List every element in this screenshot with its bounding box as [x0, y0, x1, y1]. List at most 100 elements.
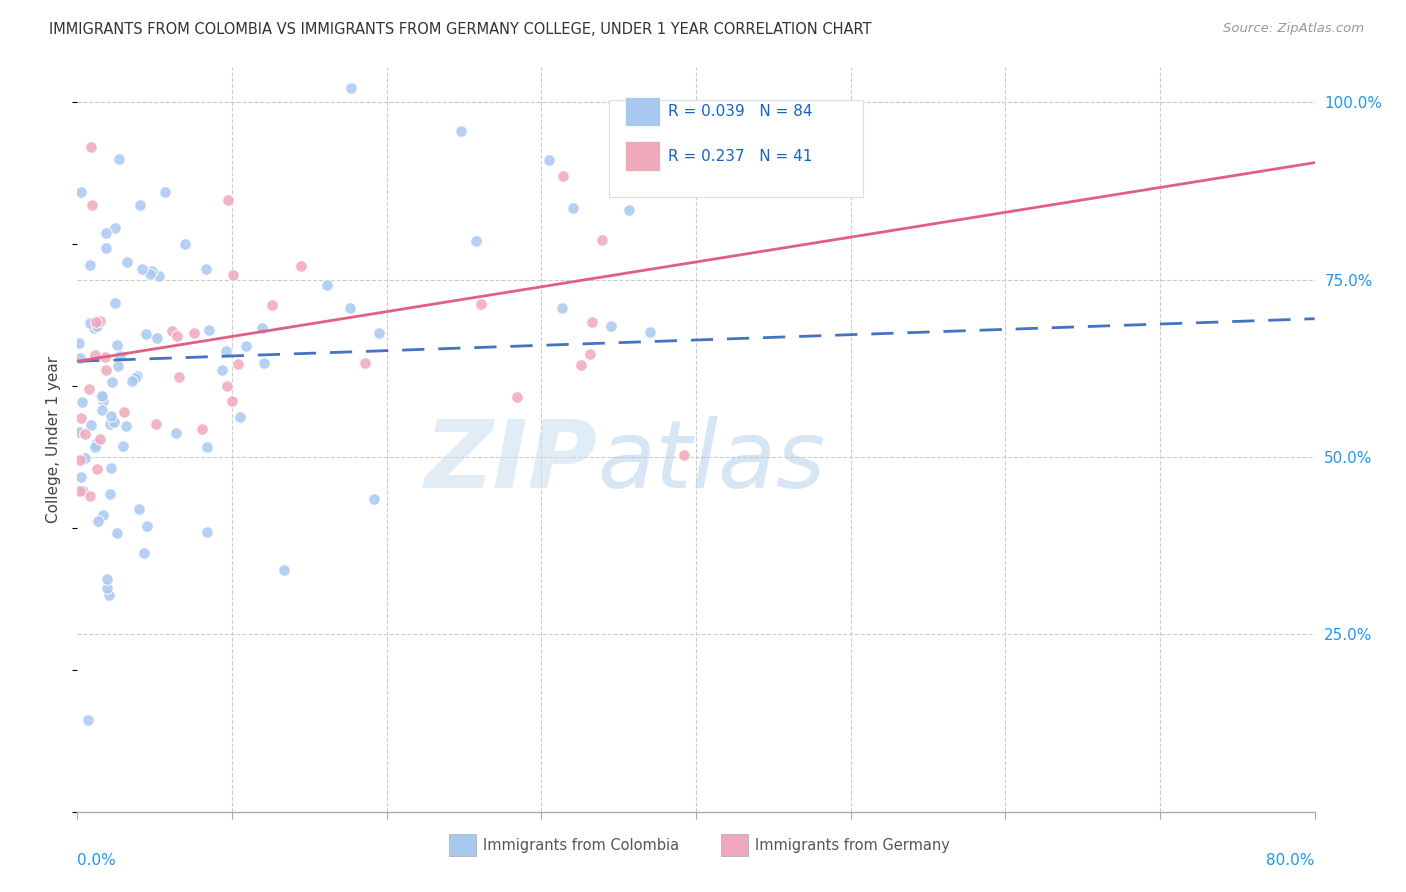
- Point: [84, 316, 107, 330]
- Point: [86, 319, 108, 334]
- Point: [115, 419, 138, 434]
- Point: [91, 393, 114, 408]
- Bar: [721, 834, 748, 856]
- Point: [98, 417, 121, 431]
- Point: [69, 351, 91, 366]
- Point: [538, 153, 561, 167]
- Text: R = 0.237   N = 41: R = 0.237 N = 41: [668, 149, 811, 164]
- Point: [145, 417, 167, 431]
- Text: Immigrants from Germany: Immigrants from Germany: [755, 838, 950, 853]
- Point: [198, 323, 221, 337]
- Point: [128, 502, 150, 516]
- Point: [465, 235, 488, 249]
- Point: [103, 415, 125, 429]
- Point: [121, 374, 143, 388]
- Point: [250, 321, 273, 335]
- Point: [561, 202, 583, 216]
- Point: [91, 403, 114, 417]
- Point: [86, 462, 108, 476]
- Point: [167, 369, 190, 384]
- Point: [70, 394, 93, 409]
- Point: [77, 713, 100, 727]
- Point: [90, 389, 112, 403]
- Point: [84, 348, 107, 362]
- Point: [506, 390, 529, 404]
- Point: [551, 169, 574, 184]
- Y-axis label: College, Under 1 year: College, Under 1 year: [46, 356, 62, 523]
- Point: [155, 185, 177, 199]
- Text: ZIP: ZIP: [425, 416, 598, 508]
- Point: [107, 359, 129, 373]
- Point: [217, 193, 239, 207]
- Point: [115, 254, 138, 268]
- Point: [96, 363, 118, 377]
- Point: [183, 326, 205, 341]
- Point: [579, 347, 602, 361]
- Point: [340, 81, 363, 95]
- Point: [600, 318, 623, 333]
- Point: [262, 297, 284, 311]
- Point: [98, 487, 121, 501]
- Point: [79, 489, 101, 503]
- Point: [131, 261, 153, 276]
- Text: R = 0.039   N = 84: R = 0.039 N = 84: [668, 104, 813, 120]
- Point: [67, 425, 90, 440]
- Text: Source: ZipAtlas.com: Source: ZipAtlas.com: [1223, 22, 1364, 36]
- Point: [195, 524, 218, 539]
- Point: [148, 269, 170, 284]
- Point: [69, 411, 91, 425]
- Point: [124, 371, 146, 385]
- Point: [80, 140, 103, 154]
- Point: [70, 185, 93, 199]
- Point: [235, 338, 257, 352]
- Point: [79, 258, 101, 272]
- Point: [87, 514, 110, 528]
- Point: [761, 110, 783, 124]
- Point: [104, 221, 127, 235]
- Text: Immigrants from Colombia: Immigrants from Colombia: [484, 838, 679, 853]
- Point: [339, 301, 361, 316]
- Point: [79, 316, 101, 330]
- Point: [197, 440, 219, 454]
- Point: [70, 470, 93, 484]
- Point: [108, 152, 131, 166]
- Point: [166, 329, 188, 343]
- Point: [83, 440, 105, 454]
- Point: [174, 236, 197, 251]
- Point: [226, 357, 249, 371]
- Point: [745, 174, 768, 188]
- Point: [160, 324, 183, 338]
- Point: [72, 484, 94, 499]
- Point: [110, 349, 132, 363]
- Point: [112, 404, 135, 418]
- Point: [134, 546, 156, 560]
- Point: [273, 563, 295, 577]
- Point: [96, 581, 118, 595]
- Point: [112, 439, 135, 453]
- Point: [100, 409, 122, 424]
- Point: [139, 267, 162, 281]
- Point: [94, 350, 117, 364]
- Point: [107, 338, 129, 352]
- Point: [105, 525, 128, 540]
- Point: [91, 389, 114, 403]
- Text: 80.0%: 80.0%: [1267, 853, 1315, 868]
- Point: [253, 356, 276, 370]
- Bar: [626, 96, 659, 127]
- Point: [75, 450, 97, 465]
- Point: [551, 301, 574, 316]
- Point: [363, 491, 385, 506]
- Point: [638, 326, 661, 340]
- Point: [145, 331, 167, 345]
- Point: [315, 277, 337, 292]
- Point: [794, 158, 817, 172]
- Point: [190, 422, 212, 436]
- Point: [228, 410, 250, 425]
- Bar: [626, 141, 659, 171]
- Point: [67, 335, 90, 350]
- Point: [69, 484, 91, 499]
- Text: atlas: atlas: [598, 417, 825, 508]
- Point: [731, 169, 754, 183]
- Point: [470, 296, 492, 310]
- Point: [89, 433, 111, 447]
